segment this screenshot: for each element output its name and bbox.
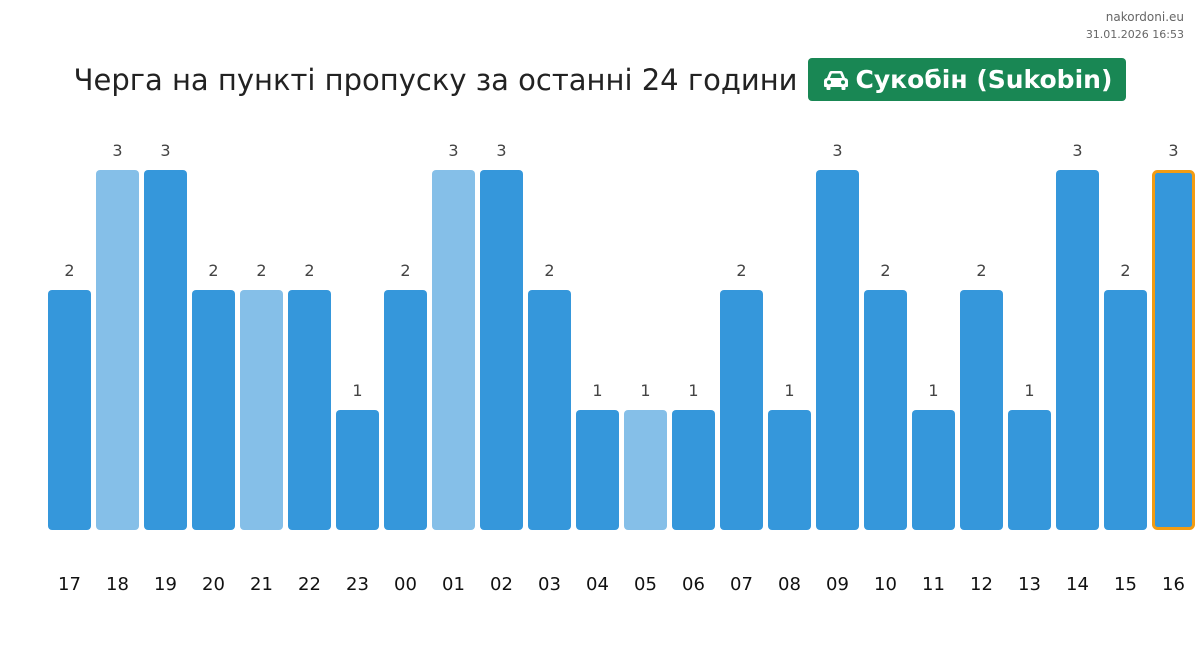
bar-03 xyxy=(528,290,571,530)
x-tick-label: 11 xyxy=(922,574,945,595)
bar-value-label: 2 xyxy=(544,261,554,280)
x-tick-label: 04 xyxy=(586,574,609,595)
bar-11 xyxy=(912,410,955,530)
bar-07 xyxy=(720,290,763,530)
x-tick-label: 02 xyxy=(490,574,513,595)
bar-value-label: 3 xyxy=(112,141,122,160)
bar-value-label: 2 xyxy=(976,261,986,280)
bar-20 xyxy=(192,290,235,530)
x-tick-label: 03 xyxy=(538,574,561,595)
bar-value-label: 3 xyxy=(832,141,842,160)
bar-value-label: 1 xyxy=(688,381,698,400)
bar-value-label: 2 xyxy=(736,261,746,280)
x-tick-label: 22 xyxy=(298,574,321,595)
x-tick-label: 07 xyxy=(730,574,753,595)
bar-04 xyxy=(576,410,619,530)
checkpoint-name: Сукобін (Sukobin) xyxy=(855,65,1113,94)
bar-17 xyxy=(48,290,91,530)
bar-value-label: 1 xyxy=(1024,381,1034,400)
chart-title: Черга на пункті пропуску за останні 24 г… xyxy=(73,62,798,97)
x-tick-label: 19 xyxy=(154,574,177,595)
bar-18 xyxy=(96,170,139,530)
x-tick-label: 15 xyxy=(1114,574,1137,595)
watermark-site: nakordoni.eu xyxy=(1105,10,1184,24)
x-tick-label: 21 xyxy=(250,574,273,595)
bar-01 xyxy=(432,170,475,530)
bar-value-label: 2 xyxy=(64,261,74,280)
bar-06 xyxy=(672,410,715,530)
bar-value-label: 3 xyxy=(1168,141,1178,160)
x-tick-label: 05 xyxy=(634,574,657,595)
bar-15 xyxy=(1104,290,1147,530)
bar-value-label: 1 xyxy=(784,381,794,400)
x-tick-label: 17 xyxy=(58,574,81,595)
bar-value-label: 3 xyxy=(496,141,506,160)
bar-05 xyxy=(624,410,667,530)
watermark: nakordoni.eu 31.01.2026 16:53 xyxy=(1086,9,1184,43)
x-tick-label: 00 xyxy=(394,574,417,595)
watermark-timestamp: 31.01.2026 16:53 xyxy=(1085,28,1184,41)
bar-value-label: 2 xyxy=(880,261,890,280)
x-tick-label: 09 xyxy=(826,574,849,595)
x-tick-label: 08 xyxy=(778,574,801,595)
x-tick-label: 13 xyxy=(1018,574,1041,595)
bar-09 xyxy=(816,170,859,530)
bar-value-label: 2 xyxy=(400,261,410,280)
bar-value-label: 2 xyxy=(256,261,266,280)
bar-10 xyxy=(864,290,907,530)
bar-02 xyxy=(480,170,523,530)
chart-header: Черга на пункті пропуску за останні 24 г… xyxy=(0,58,1200,101)
bar-16 xyxy=(1152,170,1195,530)
bar-value-label: 2 xyxy=(208,261,218,280)
bar-value-label: 1 xyxy=(592,381,602,400)
x-tick-label: 10 xyxy=(874,574,897,595)
checkpoint-badge: Сукобін (Sukobin) xyxy=(807,58,1127,101)
x-tick-label: 18 xyxy=(106,574,129,595)
bar-value-label: 2 xyxy=(304,261,314,280)
bar-12 xyxy=(960,290,1003,530)
bar-23 xyxy=(336,410,379,530)
bar-21 xyxy=(240,290,283,530)
x-tick-label: 06 xyxy=(682,574,705,595)
x-tick-label: 16 xyxy=(1162,574,1185,595)
bar-value-label: 1 xyxy=(352,381,362,400)
bar-value-label: 3 xyxy=(448,141,458,160)
bar-08 xyxy=(768,410,811,530)
bar-value-label: 1 xyxy=(928,381,938,400)
x-tick-label: 01 xyxy=(442,574,465,595)
x-tick-label: 12 xyxy=(970,574,993,595)
bar-value-label: 1 xyxy=(640,381,650,400)
x-tick-label: 23 xyxy=(346,574,369,595)
bar-22 xyxy=(288,290,331,530)
car-icon xyxy=(823,70,848,90)
x-tick-label: 14 xyxy=(1066,574,1089,595)
bar-value-label: 2 xyxy=(1120,261,1130,280)
bar-00 xyxy=(384,290,427,530)
bar-value-label: 3 xyxy=(1072,141,1082,160)
x-tick-label: 20 xyxy=(202,574,225,595)
bar-14 xyxy=(1056,170,1099,530)
bar-value-label: 3 xyxy=(160,141,170,160)
bar-13 xyxy=(1008,410,1051,530)
bar-19 xyxy=(144,170,187,530)
